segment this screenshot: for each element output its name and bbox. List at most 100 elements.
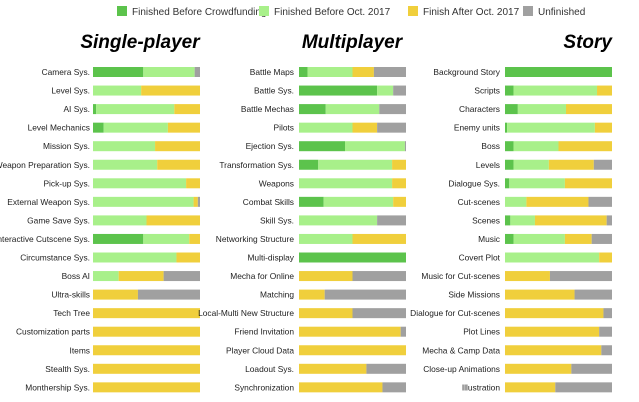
category-label: Weapon Preparation Sys.: [0, 160, 90, 170]
category-label: Friend Invitation: [234, 327, 294, 337]
bar-segment-finish-after-oct-2017: [299, 289, 325, 300]
bar-segment-finish-after-oct-2017: [558, 141, 612, 152]
category-label: Characters: [459, 104, 500, 114]
bar-segment-finish-after-oct-2017: [93, 345, 200, 356]
bar-segment-finish-after-oct-2017: [299, 363, 367, 374]
category-label: Camera Sys.: [42, 67, 90, 77]
category-label: Game Save Sys.: [27, 215, 90, 225]
bar-segment-finished-before-crowdfunding: [505, 215, 511, 226]
bar-segment-finished-before-oct-2017: [325, 104, 380, 115]
category-label: Local-Multi New Structure: [198, 308, 294, 318]
category-label: Customization parts: [16, 327, 90, 337]
panel-single-player: Single-player Camera Sys. Level Sys. AI Sys…: [0, 32, 201, 393]
category-label: Pilots: [274, 123, 294, 133]
bar-segment-finish-after-oct-2017: [599, 252, 612, 263]
bar-segment-finish-after-oct-2017: [352, 122, 378, 133]
category-label: Player Cloud Data: [226, 345, 294, 355]
bar-segment-finished-before-crowdfunding: [93, 122, 104, 133]
category-label: Levels: [476, 160, 500, 170]
category-label: Music: [478, 234, 500, 244]
bar-segment-finish-after-oct-2017: [597, 85, 612, 96]
bar-segment-finished-before-crowdfunding: [505, 159, 514, 170]
category-label: Cut-scenes: [458, 197, 500, 207]
bar-segment-finish-after-oct-2017: [352, 67, 374, 77]
bar-segment-finished-before-crowdfunding: [505, 67, 612, 77]
bar-segment-finished-before-oct-2017: [513, 85, 598, 96]
bar-segment-finished-before-oct-2017: [509, 178, 565, 189]
category-label: Level Sys.: [51, 86, 90, 96]
bar-segment-finish-after-oct-2017: [299, 345, 406, 356]
category-label: Side Missions: [448, 290, 500, 300]
category-label: Scripts: [474, 86, 500, 96]
bar-segment-finished-before-oct-2017: [318, 159, 393, 170]
bar-segment-finish-after-oct-2017: [299, 271, 353, 282]
bar-segment-finish-after-oct-2017: [564, 178, 612, 189]
bar-segment-finish-after-oct-2017: [155, 141, 200, 152]
category-label: Mission Sys.: [43, 141, 90, 151]
bar-segment-finished-before-crowdfunding: [299, 141, 346, 152]
bar-segment-finish-after-oct-2017: [505, 345, 602, 356]
bar-segment-finished-before-oct-2017: [93, 178, 187, 189]
bar-segment-finish-after-oct-2017: [564, 233, 592, 244]
category-label: Plot Lines: [463, 327, 500, 337]
bar-segment-finish-after-oct-2017: [392, 159, 406, 170]
bar-segment-finish-after-oct-2017: [505, 326, 600, 337]
category-label: Pick-up Sys.: [43, 178, 90, 188]
bar-segment-unfinished: [163, 271, 200, 282]
category-label: Background Story: [433, 67, 500, 77]
category-label: Circumstance Sys.: [20, 253, 90, 263]
bar-segment-finished-before-oct-2017: [345, 141, 405, 152]
category-label: Dialogue for Cut-scenes: [410, 308, 500, 318]
bar-segment-finish-after-oct-2017: [594, 122, 612, 133]
bar-segment-finish-after-oct-2017: [299, 382, 383, 393]
bar-segment-finish-after-oct-2017: [352, 233, 406, 244]
panel-multiplayer: Multiplayer Battle Maps Battle Sys. Battle …: [198, 32, 406, 393]
bar-segment-finished-before-oct-2017: [143, 233, 190, 244]
bar-segment-finish-after-oct-2017: [193, 196, 198, 207]
legend-label-unfinished: Unfinished: [538, 7, 585, 18]
bar-segment-finish-after-oct-2017: [174, 104, 200, 115]
bar-segment-finished-before-oct-2017: [93, 196, 194, 207]
bar-segment-unfinished: [574, 289, 612, 300]
chart-legend: Finished Before Crowdfunding Finished Bef…: [117, 6, 585, 18]
bar-segment-finished-before-oct-2017: [513, 159, 549, 170]
bar-segment-unfinished: [137, 289, 200, 300]
bar-segment-unfinished: [400, 326, 406, 337]
bar-segment-unfinished: [324, 289, 406, 300]
bar-segment-unfinished: [404, 141, 406, 152]
bar-segment-finished-before-oct-2017: [507, 122, 595, 133]
category-label: Multi-display: [247, 253, 294, 263]
bar-segment-finished-before-oct-2017: [143, 67, 195, 77]
legend-label-finished-before-crowdfunding: Finished Before Crowdfunding: [132, 7, 267, 18]
bar-segment-finish-after-oct-2017: [176, 252, 200, 263]
category-label: Stealth Sys.: [45, 364, 90, 374]
bar-segment-finished-before-crowdfunding: [93, 104, 97, 115]
bar-segment-finish-after-oct-2017: [393, 196, 406, 207]
category-label: Tech Tree: [53, 308, 90, 318]
category-label: Monthership Sys.: [25, 382, 90, 392]
bar-segment-finish-after-oct-2017: [565, 104, 612, 115]
bar-segment-finished-before-crowdfunding: [505, 104, 518, 115]
category-label: Skill Sys.: [260, 215, 294, 225]
legend-swatch-finished-before-oct-2017: [259, 6, 269, 16]
bar-segment-finished-before-oct-2017: [299, 233, 353, 244]
bar-segment-unfinished: [591, 233, 612, 244]
bar-segment-finished-before-crowdfunding: [299, 196, 324, 207]
bar-segment-finish-after-oct-2017: [167, 122, 200, 133]
bar-segment-unfinished: [379, 104, 406, 115]
bar-segment-finished-before-oct-2017: [377, 85, 394, 96]
bar-segment-finished-before-oct-2017: [323, 196, 394, 207]
bar-segment-finish-after-oct-2017: [526, 196, 589, 207]
category-label: Illustration: [462, 382, 501, 392]
category-label: Combat Skills: [243, 197, 294, 207]
category-label: Scenes: [472, 215, 500, 225]
bar-segment-finished-before-oct-2017: [93, 252, 177, 263]
bar-segment-finished-before-crowdfunding: [299, 252, 406, 263]
bar-segment-unfinished: [555, 382, 612, 393]
category-label: Enemy units: [454, 123, 500, 133]
bar-segment-unfinished: [593, 159, 612, 170]
bar-segment-unfinished: [377, 215, 406, 226]
bar-segment-finished-before-crowdfunding: [505, 233, 514, 244]
category-label: Music for Cut-scenes: [421, 271, 500, 281]
category-label: Boss: [481, 141, 500, 151]
